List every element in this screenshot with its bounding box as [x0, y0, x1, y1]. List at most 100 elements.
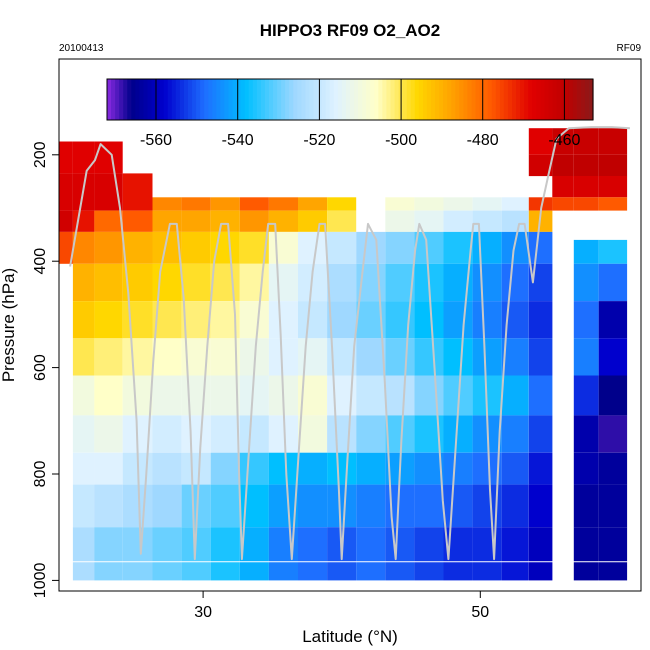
heatmap-cell	[327, 484, 357, 528]
heatmap-cell	[72, 415, 95, 453]
heatmap-cell	[385, 231, 415, 264]
heatmap-cell	[472, 527, 502, 581]
heatmap-cell	[122, 484, 153, 528]
heatmap-cell	[298, 231, 328, 264]
colorbar-swatch	[443, 79, 448, 120]
colorbar-swatch	[390, 79, 396, 120]
heatmap-cell	[181, 301, 211, 339]
heatmap-cell	[414, 301, 444, 339]
colorbar-swatch	[345, 79, 351, 120]
heatmap-cell	[598, 263, 628, 301]
heatmap-cell	[552, 197, 574, 211]
colorbar-swatch	[269, 79, 274, 120]
y-axis: 200 400 600 800 1000	[32, 141, 60, 598]
colorbar-swatch	[507, 79, 513, 120]
colorbar-swatch	[576, 79, 582, 120]
heatmap-cell	[501, 484, 529, 528]
colorbar-swatch	[495, 79, 501, 120]
heatmap-cell	[122, 338, 153, 376]
heatmap-cell	[298, 415, 328, 453]
heatmap-cell	[472, 210, 502, 232]
colorbar-swatch	[512, 79, 517, 120]
heatmap-cell	[239, 197, 269, 211]
heatmap-cell	[573, 452, 599, 485]
colorbar-swatch	[418, 79, 424, 120]
heatmap-cell	[94, 231, 123, 264]
colorbar-swatch	[394, 79, 400, 120]
heatmap-cell	[573, 239, 599, 264]
heatmap-cell	[414, 231, 444, 264]
y-axis-label: Pressure (hPa)	[0, 268, 18, 382]
heatmap-cell	[239, 263, 269, 301]
heatmap-cell	[210, 415, 240, 453]
heatmap-cell	[298, 452, 328, 485]
colorbar-swatch	[236, 79, 242, 120]
heatmap-cell	[472, 231, 502, 264]
colorbar-swatch	[204, 79, 209, 120]
date-label: 20100413	[59, 43, 104, 54]
colorbar-swatch	[362, 79, 367, 120]
heatmap-cell	[472, 338, 502, 376]
heatmap-cell	[501, 197, 529, 211]
heatmap-cell	[122, 527, 153, 581]
heatmap-cell	[414, 375, 444, 416]
heatmap-cell	[501, 527, 529, 581]
heatmap-cell	[385, 375, 415, 416]
heatmap-cell	[573, 527, 599, 581]
colorbar-swatch	[321, 79, 327, 120]
heatmap-cell	[501, 263, 529, 301]
heatmap-cell	[298, 197, 328, 211]
heatmap-cell	[528, 338, 553, 376]
colorbar-swatch	[179, 79, 185, 120]
flight-label: RF09	[617, 43, 642, 54]
heatmap-cell	[356, 338, 386, 376]
colorbar-swatch	[358, 79, 363, 120]
colorbar-tick-label: -520	[303, 132, 335, 149]
heatmap-cell	[573, 263, 599, 301]
heatmap-cell	[327, 452, 357, 485]
colorbar-swatch	[475, 79, 481, 120]
colorbar-swatch	[439, 79, 444, 120]
heatmap-cell	[573, 128, 599, 155]
colorbar-tick-label: -500	[385, 132, 417, 149]
colorbar-swatch	[350, 79, 355, 120]
colorbar-swatch	[422, 79, 428, 120]
heatmap-cell	[443, 197, 473, 211]
heatmap-cell	[268, 231, 298, 264]
heatmap-cell	[72, 301, 95, 339]
colorbar-swatch	[560, 79, 566, 120]
heatmap-cell	[59, 141, 73, 174]
heatmap-cell	[385, 263, 415, 301]
heatmap-cell	[268, 484, 298, 528]
colorbar: -560 -540 -520 -500 -480 -460	[106, 78, 594, 149]
y-tick-label: 600	[32, 354, 49, 381]
colorbar-swatch	[447, 79, 452, 120]
colorbar-swatch	[333, 79, 339, 120]
heatmap-cell	[94, 527, 123, 581]
heatmap-cell	[385, 210, 415, 232]
heatmap-cell	[414, 484, 444, 528]
heatmap-cell	[598, 239, 628, 264]
y-tick-label: 400	[32, 248, 49, 275]
heatmap-cell	[152, 452, 182, 485]
colorbar-swatch	[192, 79, 197, 120]
colorbar-swatch	[119, 79, 124, 120]
colorbar-swatch	[516, 79, 521, 120]
colorbar-swatch	[216, 79, 221, 120]
colorbar-swatch	[329, 79, 335, 120]
colorbar-swatch	[285, 79, 290, 120]
colorbar-swatch	[479, 79, 485, 120]
heatmap-cell	[598, 375, 628, 416]
heatmap-cell	[268, 263, 298, 301]
heatmap-cell	[327, 210, 357, 232]
heatmap-cell	[94, 452, 123, 485]
heatmap-cell	[443, 338, 473, 376]
heatmap-cell	[268, 197, 298, 211]
heatmap-cell	[72, 452, 95, 485]
x-tick-label: 30	[194, 604, 212, 621]
colorbar-swatch	[552, 79, 558, 120]
colorbar-swatch	[127, 79, 132, 120]
colorbar-swatch	[151, 79, 157, 120]
heatmap-cell	[528, 452, 553, 485]
colorbar-swatch	[431, 79, 436, 120]
